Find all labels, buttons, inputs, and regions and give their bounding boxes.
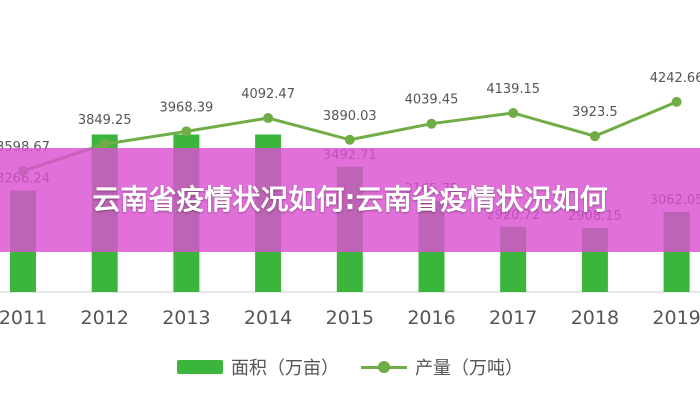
legend-bar-swatch xyxy=(177,360,223,374)
x-tick-2017: 2017 xyxy=(489,307,537,329)
x-tick-2016: 2016 xyxy=(407,307,455,329)
line-label-2018: 3923.5 xyxy=(572,105,618,120)
line-point-2014 xyxy=(263,113,274,123)
x-tick-2013: 2013 xyxy=(162,307,210,329)
line-point-2018 xyxy=(589,131,600,142)
legend-item-area[interactable]: 面积（万亩） xyxy=(177,354,339,380)
line-point-2017 xyxy=(508,107,519,118)
x-tick-2019: 2019 xyxy=(652,307,700,329)
legend-label-yield: 产量（万吨） xyxy=(415,358,523,379)
line-point-2016 xyxy=(426,118,437,129)
legend: 面积（万亩） 产量（万吨） xyxy=(0,352,700,382)
legend-line-swatch xyxy=(361,360,407,374)
x-tick-2018: 2018 xyxy=(571,307,619,329)
line-label-2014: 4092.47 xyxy=(241,87,295,102)
line-label-2012: 3849.25 xyxy=(78,113,132,128)
title-banner: 云南省疫情状况如何:云南省疫情状况如何 xyxy=(0,148,700,252)
line-point-2019 xyxy=(671,96,682,107)
line-label-2013: 3968.39 xyxy=(160,100,214,115)
x-tick-2015: 2015 xyxy=(326,307,374,329)
line-label-2015: 3890.03 xyxy=(323,109,377,124)
line-point-2012 xyxy=(99,139,110,150)
banner-title: 云南省疫情状况如何:云南省疫情状况如何 xyxy=(92,183,608,216)
line-label-2019: 4242.66 xyxy=(650,71,700,86)
line-label-2017: 4139.15 xyxy=(486,82,540,97)
line-label-2016: 4039.45 xyxy=(405,93,459,108)
legend-label-area: 面积（万亩） xyxy=(231,358,339,379)
x-tick-2014: 2014 xyxy=(244,307,292,329)
x-tick-2011: 2011 xyxy=(0,307,47,329)
line-point-2015 xyxy=(344,134,355,145)
x-tick-2012: 2012 xyxy=(81,307,129,329)
line-point-2013 xyxy=(181,126,192,137)
legend-item-yield[interactable]: 产量（万吨） xyxy=(361,354,523,380)
